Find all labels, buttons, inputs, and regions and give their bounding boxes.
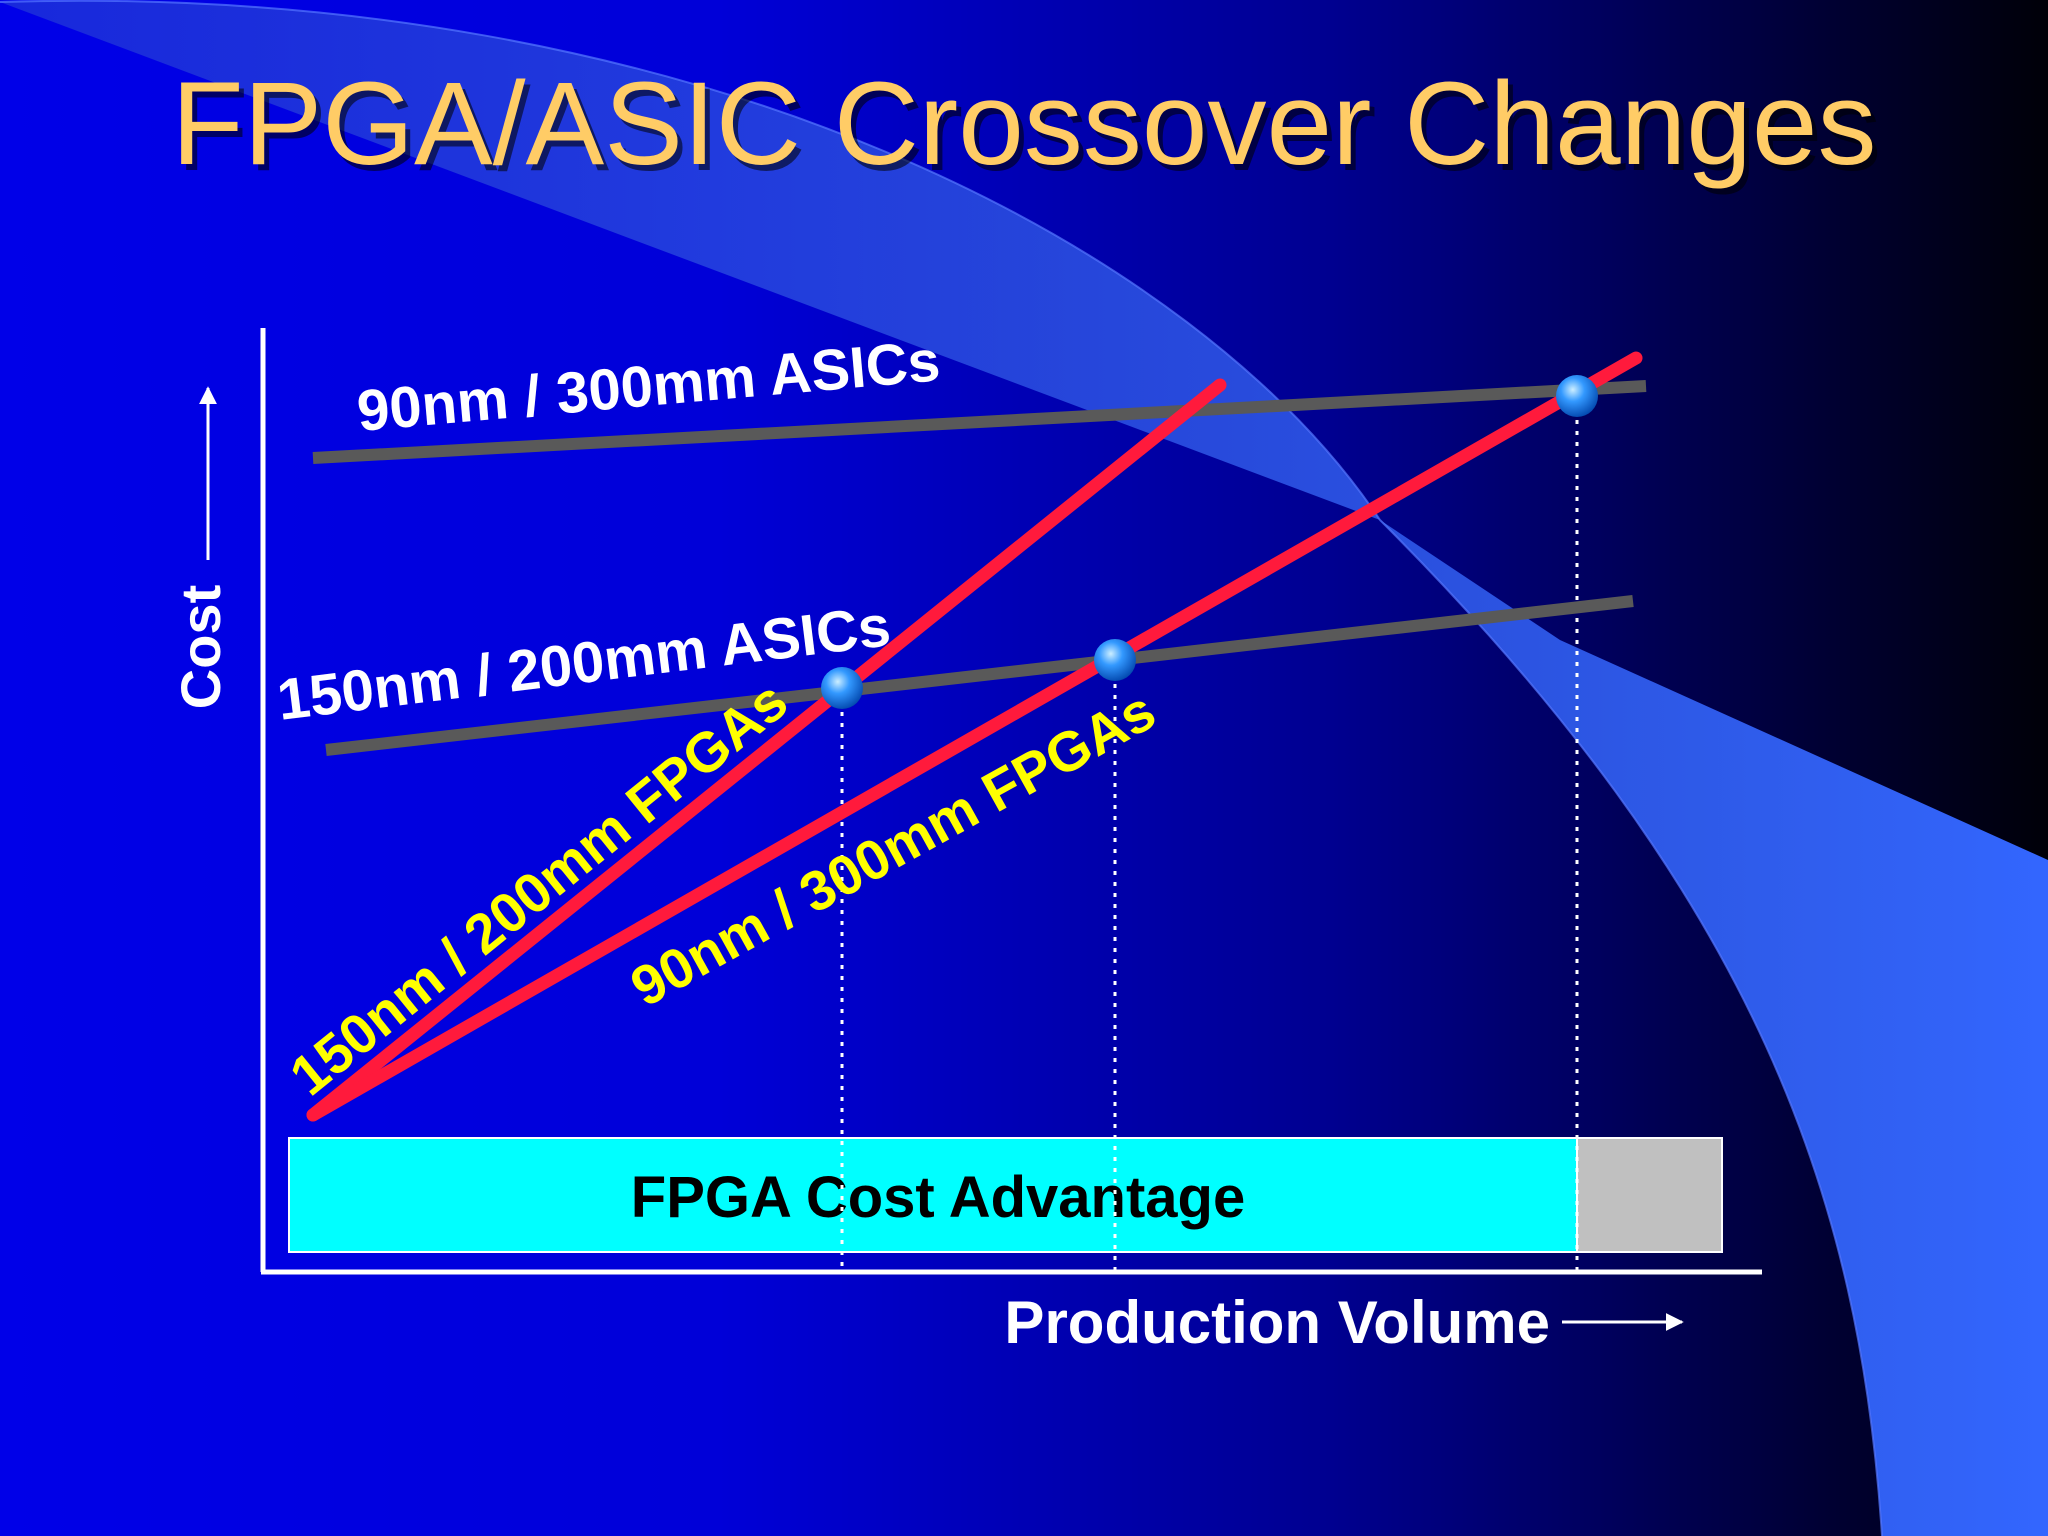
decorative-arc-line (0, 0, 1883, 1536)
asic-150nm-line (325, 595, 1634, 756)
y-axis-label: Cost (169, 585, 232, 709)
slide-title-shadow: FPGA/ASIC Crossover Changes (176, 64, 1881, 196)
crossover-marker-3 (1556, 375, 1598, 417)
asic-90nm-line (312, 380, 1647, 464)
fpga-advantage-label: FPGA Cost Advantage (631, 1165, 1245, 1230)
crossover-marker-2 (1094, 639, 1136, 681)
slide-title: FPGA/ASIC Crossover Changes (171, 58, 1876, 190)
crossover-marker-1 (821, 667, 863, 709)
asic-advantage-region (1576, 1137, 1723, 1253)
fpga-150nm-line (306, 378, 1227, 1122)
fpga-advantage-bar (288, 1137, 1578, 1253)
fpga-90nm-line (306, 351, 1643, 1122)
x-axis-label: Production Volume (1004, 1289, 1550, 1356)
